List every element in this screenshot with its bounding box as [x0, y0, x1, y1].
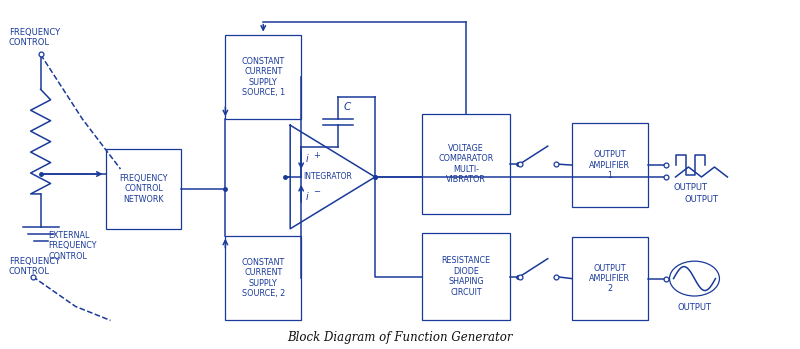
Text: −: −: [313, 187, 320, 196]
Text: EXTERNAL
FREQUENCY
CONTROL: EXTERNAL FREQUENCY CONTROL: [49, 231, 97, 261]
Bar: [422, 114, 510, 214]
Text: i: i: [305, 192, 308, 202]
Text: OUTPUT: OUTPUT: [685, 195, 718, 204]
Bar: [572, 237, 647, 320]
Text: CONSTANT
CURRENT
SUPPLY
SOURCE, 1: CONSTANT CURRENT SUPPLY SOURCE, 1: [242, 57, 285, 97]
Bar: [572, 123, 647, 207]
Text: OUTPUT: OUTPUT: [674, 183, 707, 192]
Text: RESISTANCE
DIODE
SHAPING
CIRCUIT: RESISTANCE DIODE SHAPING CIRCUIT: [442, 257, 490, 297]
Text: Block Diagram of Function Generator: Block Diagram of Function Generator: [287, 331, 513, 344]
Bar: [106, 149, 182, 229]
Text: FREQUENCY
CONTROL: FREQUENCY CONTROL: [9, 257, 60, 276]
Text: FREQUENCY
CONTROL: FREQUENCY CONTROL: [9, 28, 60, 47]
Text: C: C: [343, 102, 351, 112]
Text: FREQUENCY
CONTROL
NETWORK: FREQUENCY CONTROL NETWORK: [119, 174, 168, 204]
Text: i: i: [305, 154, 308, 164]
Text: +: +: [313, 150, 320, 159]
Bar: [422, 233, 510, 320]
Text: CONSTANT
CURRENT
SUPPLY
SOURCE, 2: CONSTANT CURRENT SUPPLY SOURCE, 2: [242, 258, 285, 298]
Text: OUTPUT
AMPLIFIER
1: OUTPUT AMPLIFIER 1: [589, 150, 630, 180]
Text: OUTPUT
AMPLIFIER
2: OUTPUT AMPLIFIER 2: [589, 264, 630, 294]
Text: OUTPUT: OUTPUT: [678, 304, 711, 312]
Text: INTEGRATOR: INTEGRATOR: [303, 172, 352, 181]
Bar: [226, 236, 301, 320]
Text: VOLTAGE
COMPARATOR
MULTI-
VIBRATOR: VOLTAGE COMPARATOR MULTI- VIBRATOR: [438, 144, 494, 184]
Bar: [226, 35, 301, 119]
